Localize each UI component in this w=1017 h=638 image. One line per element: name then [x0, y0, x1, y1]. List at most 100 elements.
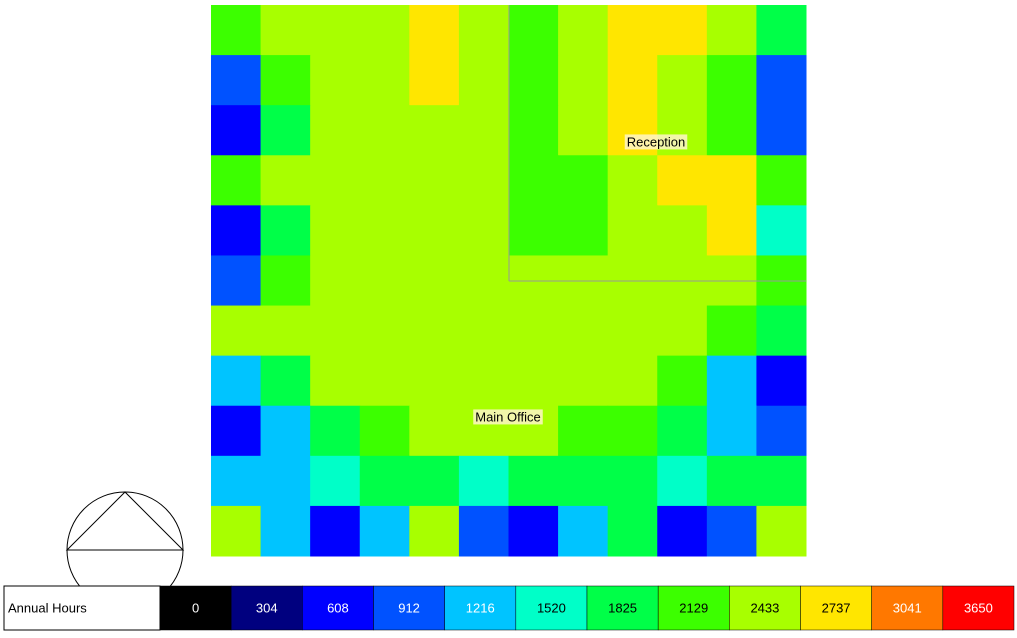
heat-cell [756, 205, 807, 256]
heat-cell [657, 405, 708, 457]
heat-cell [211, 55, 262, 106]
heat-cell [756, 305, 807, 357]
heat-cell [310, 405, 361, 457]
heat-cell [211, 5, 262, 56]
heat-cell [607, 5, 658, 56]
heat-cell [706, 355, 757, 407]
heat-cell [211, 105, 262, 156]
heat-cell [657, 455, 708, 507]
legend-label: 3041 [893, 600, 922, 615]
heat-cell [756, 405, 807, 457]
heat-cell [359, 355, 410, 407]
heat-cell [706, 5, 757, 56]
heat-cell [756, 355, 807, 407]
heat-cell [409, 55, 460, 106]
heat-cell [508, 105, 559, 156]
heat-cell [706, 305, 757, 357]
legend-title: Annual Hours [8, 600, 87, 615]
heat-cell [359, 55, 410, 106]
heat-cell [607, 505, 658, 557]
legend-label: 608 [327, 600, 349, 615]
heat-cell [607, 205, 658, 256]
heat-cell [310, 255, 361, 307]
legend-swatch [230, 585, 303, 631]
legend-swatch [657, 585, 730, 631]
heat-cell [706, 205, 757, 256]
heat-cell [756, 455, 807, 507]
heat-cell [706, 505, 757, 557]
heat-cell [706, 455, 757, 507]
heat-cell [558, 105, 609, 156]
compass-triangle [65, 491, 185, 551]
heat-cell [310, 355, 361, 407]
heat-cell [756, 505, 807, 557]
heat-cell [458, 155, 509, 206]
heat-cell [359, 405, 410, 457]
heat-cell [657, 55, 708, 106]
heat-cell [260, 105, 311, 156]
heat-cell [310, 55, 361, 106]
legend-label: 2129 [679, 600, 708, 615]
heat-cell [508, 355, 559, 407]
heat-cell [558, 205, 609, 256]
heat-cell [409, 205, 460, 256]
heat-cell [558, 355, 609, 407]
heat-cell [260, 255, 311, 307]
heat-cell [607, 155, 658, 206]
heat-cell [657, 5, 708, 56]
heat-cell [310, 105, 361, 156]
heat-cell [558, 55, 609, 106]
zone-labels: Reception Main Office [473, 134, 688, 425]
heat-cell [310, 305, 361, 357]
heat-cell [756, 55, 807, 106]
heat-cell [508, 205, 559, 256]
heat-cell [260, 455, 311, 507]
heat-cell [657, 305, 708, 357]
heat-cell [558, 155, 609, 206]
heat-cell [706, 155, 757, 206]
heat-cell [458, 5, 509, 56]
heat-cell [310, 505, 361, 557]
legend-label: 1520 [537, 600, 566, 615]
heat-cell [359, 455, 410, 507]
heat-cell [706, 105, 757, 156]
legend-swatch [444, 585, 517, 631]
heat-cell [310, 205, 361, 256]
heat-cell [409, 405, 460, 457]
heat-cell [260, 305, 311, 357]
heat-cell [359, 205, 410, 256]
zone-label-bg [473, 409, 543, 425]
heat-cell [260, 405, 311, 457]
legend-title-box [3, 585, 161, 631]
heat-cell [409, 105, 460, 156]
heat-cell [508, 5, 559, 56]
heat-cell [657, 505, 708, 557]
heat-cell [706, 55, 757, 106]
heat-cell [756, 105, 807, 156]
heat-cell [458, 355, 509, 407]
heat-cell [211, 305, 262, 357]
legend-label: 912 [398, 600, 420, 615]
heat-cell [458, 455, 509, 507]
heat-cell [409, 255, 460, 307]
heat-cell [508, 55, 559, 106]
heat-cell [706, 405, 757, 457]
heat-cell [508, 155, 559, 206]
heat-cell [211, 455, 262, 507]
heat-cell [211, 205, 262, 256]
heat-cell [756, 5, 807, 56]
heat-cell [458, 205, 509, 256]
heat-cell [508, 305, 559, 357]
legend-swatch [515, 585, 588, 631]
legend-label: 2737 [822, 600, 851, 615]
legend-swatch [373, 585, 445, 631]
heat-cell [211, 155, 262, 206]
heat-cell [409, 455, 460, 507]
heat-cell [558, 305, 609, 357]
heat-cell [657, 155, 708, 206]
heat-cell [260, 155, 311, 206]
heat-cell [409, 5, 460, 56]
legend-label: 1216 [466, 600, 495, 615]
heat-cell [756, 155, 807, 206]
heat-cell [310, 455, 361, 507]
